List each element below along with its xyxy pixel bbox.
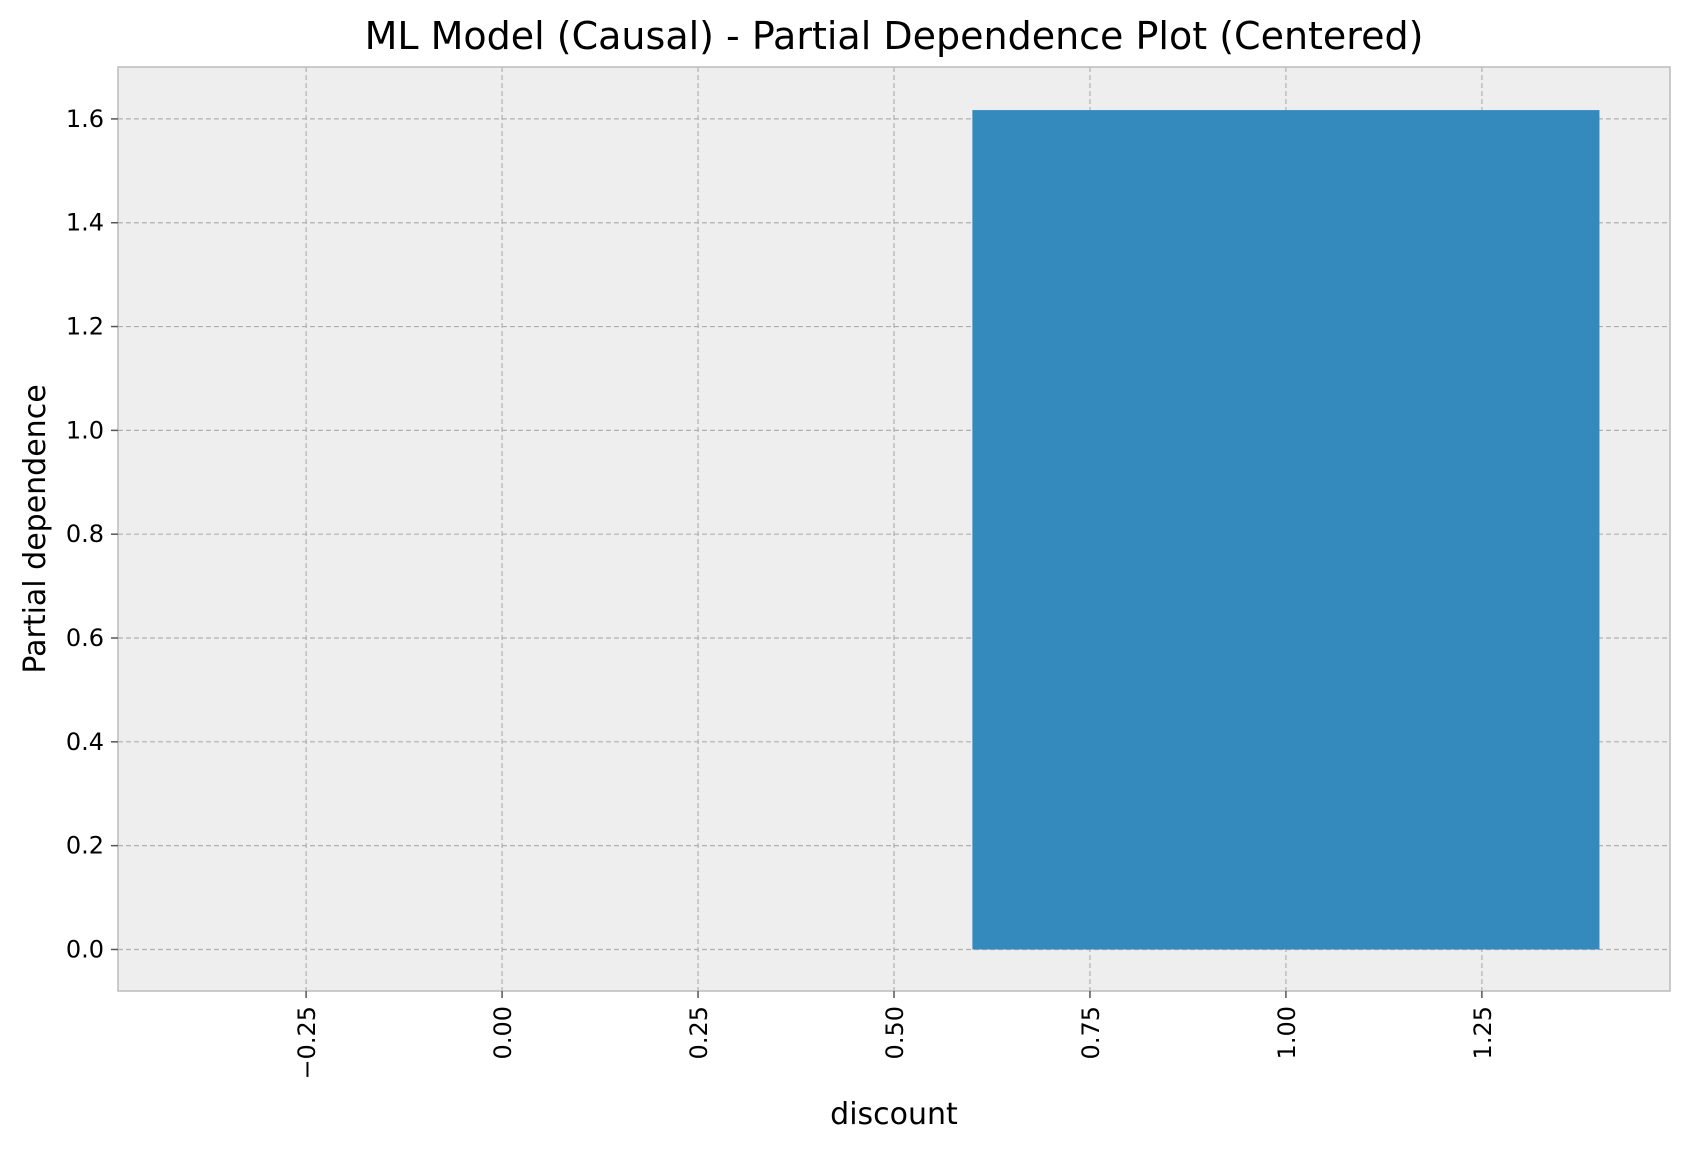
y-tick-label: 1.4 xyxy=(66,209,104,237)
y-tick-label: 1.2 xyxy=(66,313,104,341)
x-tick-label: 1.00 xyxy=(1273,1006,1301,1059)
y-tick-label: 0.6 xyxy=(66,624,104,652)
y-tick-label: 1.0 xyxy=(66,416,104,444)
x-tick-label: 0.50 xyxy=(881,1006,909,1059)
x-tick-label: 1.25 xyxy=(1469,1006,1497,1059)
bar xyxy=(972,110,1600,950)
y-tick-label: 0.4 xyxy=(66,728,104,756)
x-tick-label: −0.25 xyxy=(293,1006,321,1080)
y-axis-label: Partial dependence xyxy=(18,384,53,673)
chart-title: ML Model (Causal) - Partial Dependence P… xyxy=(365,14,1424,58)
y-tick-label: 0.0 xyxy=(66,935,104,963)
x-tick-label: 0.25 xyxy=(685,1006,713,1059)
x-axis-label: discount xyxy=(830,1097,958,1132)
x-tick-label: 0.75 xyxy=(1077,1006,1105,1059)
y-tick-label: 0.8 xyxy=(66,520,104,548)
y-tick-label: 0.2 xyxy=(66,832,104,860)
bar-layer xyxy=(972,110,1600,950)
x-tick-label: 0.00 xyxy=(489,1006,517,1059)
y-tick-label: 1.6 xyxy=(66,105,104,133)
tick-layer: 0.0 0.2 0.4 0.6 0.8 1.0 1.2 1.4 1.6 −0.25 0.00 0.25… xyxy=(66,105,1497,1080)
